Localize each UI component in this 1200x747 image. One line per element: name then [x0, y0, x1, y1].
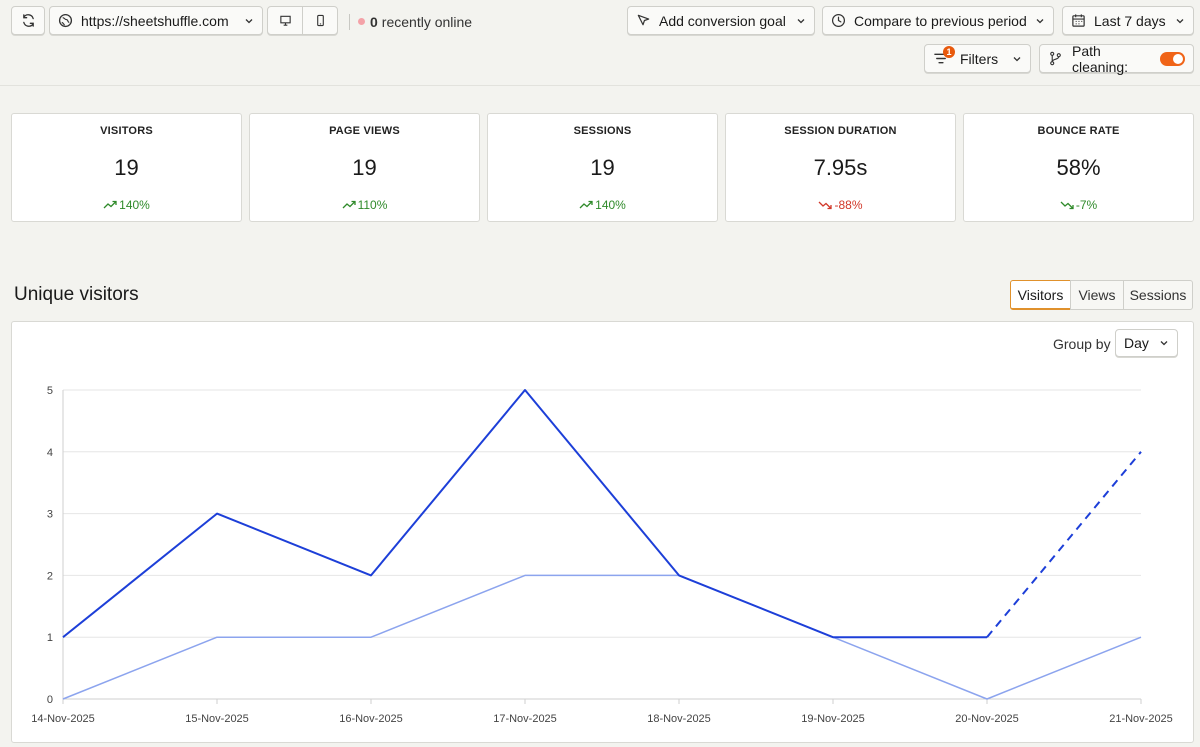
group-by-label: Group by	[1053, 336, 1111, 352]
stat-label: SESSIONS	[573, 125, 632, 137]
y-tick-label: 4	[47, 447, 53, 459]
stat-card-bounce-rate[interactable]: BOUNCE RATE 58% -7%	[963, 113, 1194, 222]
trend-up-icon	[579, 200, 593, 209]
section-title: Unique visitors	[14, 284, 139, 305]
trend-up-icon	[103, 200, 117, 209]
stat-card-page-views[interactable]: PAGE VIEWS 19 110%	[249, 113, 480, 222]
series-line-current	[62, 389, 987, 639]
x-tick-label: 15-Nov-2025	[185, 713, 249, 725]
chevron-down-icon	[797, 18, 805, 23]
x-tick-label: 14-Nov-2025	[31, 713, 95, 725]
stat-change-value: 140%	[119, 198, 150, 212]
git-branch-icon	[1050, 51, 1061, 66]
x-tick-label: 20-Nov-2025	[955, 713, 1019, 725]
stat-value: 58%	[1056, 155, 1101, 180]
stat-change: 140%	[488, 198, 717, 212]
series-line-previous	[62, 574, 1142, 700]
online-count: 0	[370, 13, 378, 30]
tab-sessions[interactable]: Sessions	[1123, 280, 1193, 310]
add-conversion-goal-label: Add conversion goal	[659, 12, 786, 29]
trend-down-icon	[819, 201, 833, 210]
chevron-down-icon	[1036, 18, 1044, 23]
stat-value: 19	[352, 155, 377, 180]
stat-change-value: 110%	[357, 198, 388, 212]
series-line-current-partial	[986, 451, 1142, 638]
x-tick-label: 19-Nov-2025	[801, 713, 865, 725]
chart-panel	[11, 321, 1194, 743]
chevron-down-icon	[1160, 341, 1168, 346]
x-tick-label: 16-Nov-2025	[339, 713, 403, 725]
y-tick-label: 2	[47, 570, 53, 582]
filters-icon-wrap: 1	[933, 46, 955, 66]
mobile-view-button[interactable]	[302, 6, 338, 35]
y-tick-label: 3	[47, 509, 53, 521]
compare-period-label: Compare to previous period	[854, 12, 1027, 29]
stat-label: PAGE VIEWS	[329, 125, 400, 137]
chart-grid	[63, 389, 1141, 638]
path-cleaning-toggle[interactable]	[1160, 51, 1185, 66]
stat-label: BOUNCE RATE	[1037, 125, 1120, 137]
path-cleaning-button[interactable]: Path cleaning:	[1039, 42, 1194, 75]
online-status-dot	[358, 18, 365, 25]
stat-card-session-duration[interactable]: SESSION DURATION 7.95s -88%	[725, 113, 956, 222]
date-range-label: Last 7 days	[1094, 12, 1166, 29]
stat-change: -88%	[726, 198, 955, 212]
path-cleaning-label: Path cleaning:	[1072, 42, 1129, 75]
desktop-view-button[interactable]	[267, 6, 303, 35]
mobile-icon	[316, 14, 324, 27]
y-tick-label: 5	[47, 385, 53, 397]
site-url: https://sheetshuffle.com	[81, 12, 229, 29]
stat-value: 19	[114, 155, 139, 180]
tab-views[interactable]: Views	[1070, 280, 1124, 310]
stat-card-sessions[interactable]: SESSIONS 19 140%	[487, 113, 718, 222]
stat-change: 110%	[250, 198, 479, 212]
refresh-icon	[22, 14, 34, 27]
stat-change-value: -88%	[834, 198, 863, 212]
site-selector[interactable]: https://sheetshuffle.com	[49, 6, 263, 35]
stat-label: SESSION DURATION	[784, 125, 897, 137]
trend-up-icon	[342, 200, 356, 209]
group-by-value: Day	[1124, 335, 1149, 351]
filters-label: Filters	[960, 50, 999, 67]
compare-period-button[interactable]: Compare to previous period	[822, 6, 1054, 35]
stat-label: VISITORS	[100, 125, 153, 137]
stat-value: 19	[590, 155, 615, 180]
chevron-down-icon	[1013, 56, 1021, 61]
group-by-select[interactable]: Day	[1115, 329, 1178, 357]
x-axis: 14-Nov-2025 15-Nov-2025 16-Nov-2025 17-Nov-…	[31, 698, 1173, 725]
chevron-down-icon	[245, 18, 253, 23]
filters-button[interactable]: 1 Filters	[924, 44, 1031, 73]
stat-change: 140%	[12, 198, 241, 212]
y-axis: 0 1 2 3 4 5	[47, 385, 64, 706]
online-indicator: 0 recently online	[349, 8, 472, 35]
refresh-button[interactable]	[11, 6, 45, 35]
stat-card-visitors[interactable]: VISITORS 19 140%	[11, 113, 242, 222]
x-tick-label: 17-Nov-2025	[493, 713, 557, 725]
x-tick-label: 18-Nov-2025	[647, 713, 711, 725]
cursor-arrow-icon	[637, 14, 650, 26]
trend-down-icon	[1060, 201, 1074, 210]
y-tick-label: 1	[47, 632, 53, 644]
site-globe-icon	[58, 13, 73, 28]
chevron-down-icon	[1176, 18, 1184, 23]
stat-change: -7%	[964, 198, 1193, 212]
x-tick-label: 21-Nov-2025	[1109, 713, 1173, 725]
online-label: recently online	[381, 13, 473, 30]
date-range-button[interactable]: Last 7 days	[1062, 6, 1194, 35]
divider	[349, 13, 350, 30]
tab-visitors[interactable]: Visitors	[1010, 280, 1071, 310]
header-divider	[0, 85, 1200, 86]
desktop-icon	[279, 15, 291, 26]
stat-change-value: -7%	[1075, 198, 1098, 212]
clock-icon	[831, 13, 846, 28]
stat-value: 7.95s	[813, 155, 868, 180]
filters-count-badge: 1	[943, 46, 955, 58]
chart-series	[62, 389, 1142, 700]
add-conversion-goal-button[interactable]: Add conversion goal	[627, 6, 815, 35]
y-tick-label: 0	[47, 694, 53, 706]
stat-change-value: 140%	[595, 198, 626, 212]
calendar-icon	[1072, 14, 1085, 27]
